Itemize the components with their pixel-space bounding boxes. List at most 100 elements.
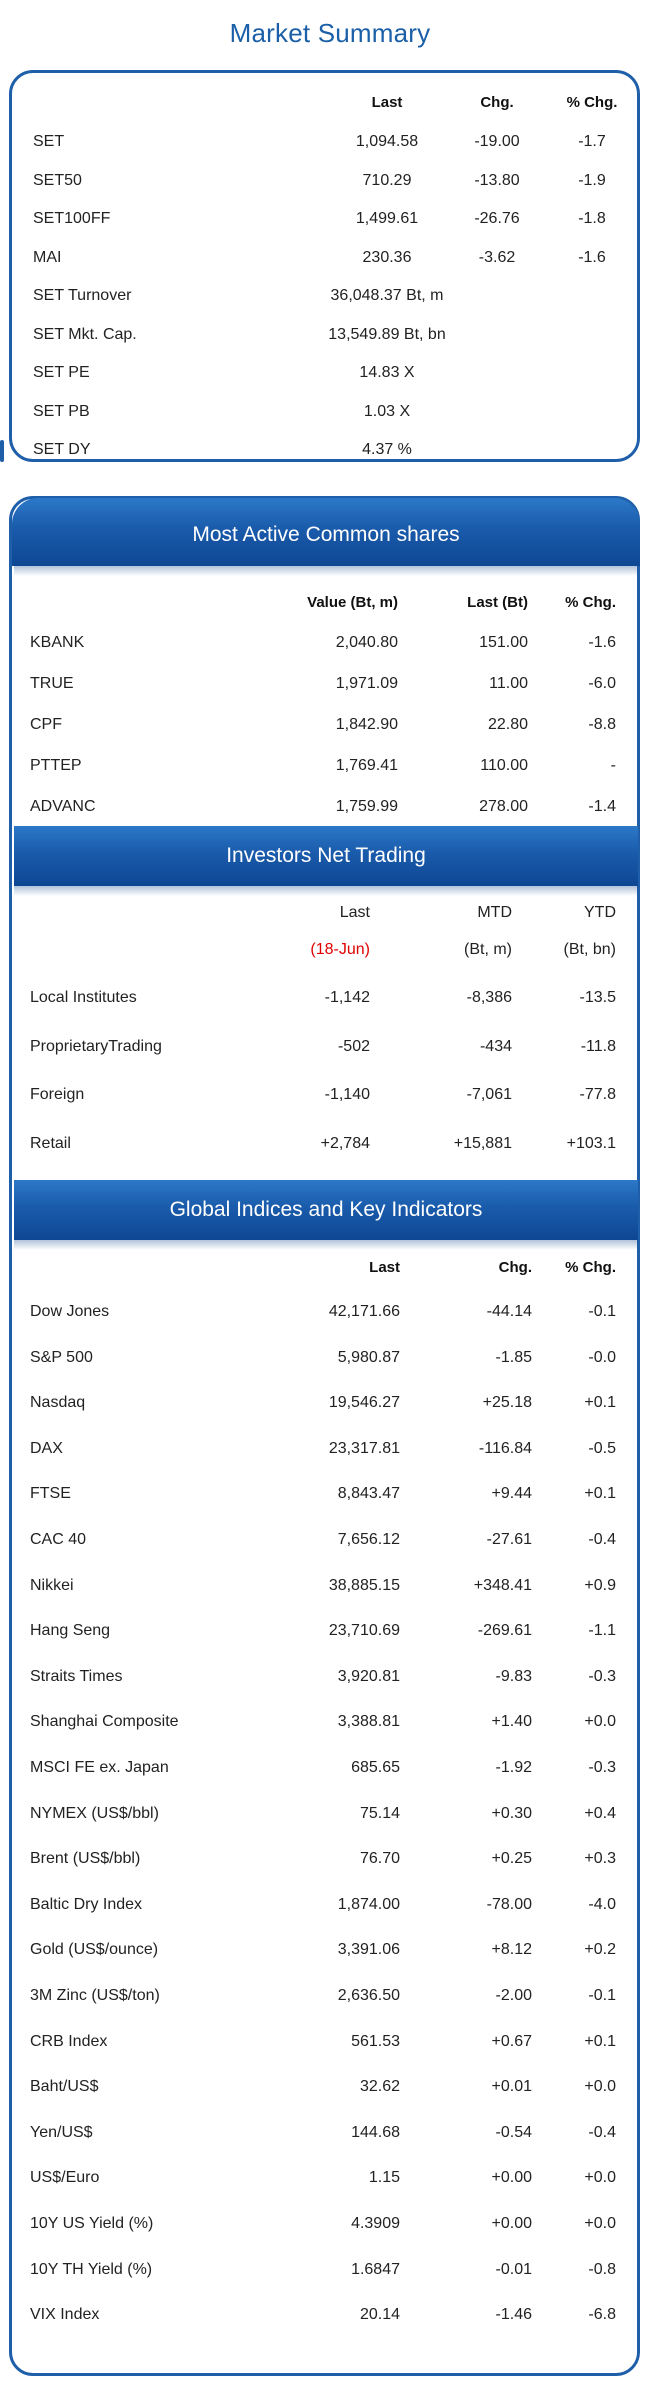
row-indicator: Brent (US$/bbl) [30,1850,141,1868]
row-value: 1,769.41 [335,757,398,774]
global-row: Straits Times 3,920.81 -9.83 -0.3 [0,1662,660,1692]
investors-row: Local Institutes -1,142 -8,386 -13.5 [0,983,660,1013]
investors-row: Retail +2,784 +15,881 +103.1 [0,1129,660,1159]
investors-subheader-row: (18-Jun) (Bt, m) (Bt, bn) [0,935,660,965]
row-label: SET100FF [33,210,111,227]
row-value: 2,040.80 [335,634,398,651]
row-pct-chg: -0.0 [588,1348,616,1366]
global-row: 10Y US Yield (%) 4.3909 +0.00 +0.0 [0,2209,660,2239]
row-mtd: -434 [479,1037,512,1055]
row-symbol: PTTEP [30,757,82,774]
row-indicator: MSCI FE ex. Japan [30,1759,169,1776]
market-summary-row: SET Turnover 36,048.37 Bt, m [12,281,637,311]
most-active-row: TRUE 1,971.09 11.00 -6.0 [0,669,660,699]
header-pct-chg: % Chg. [566,94,618,111]
header-last-bt: Last (Bt) [467,594,528,611]
row-pct-chg: -6.0 [588,675,616,692]
row-chg: +1.40 [491,1713,532,1731]
row-pct-chg: -1.7 [578,133,606,150]
row-indicator: Nasdaq [30,1394,86,1412]
row-chg: +0.00 [491,2169,532,2187]
row-pct-chg: +0.4 [584,1804,616,1822]
row-mtd: -8,386 [466,989,512,1006]
row-chg: +25.18 [482,1394,532,1412]
global-row: Yen/US$ 144.68 -0.54 -0.4 [0,2118,660,2148]
row-chg: -27.61 [486,1531,532,1548]
row-pct-chg: -1.1 [588,1622,616,1640]
row-indicator: Yen/US$ [30,2123,93,2141]
row-last: 2,636.50 [337,1987,400,2004]
global-row: US$/Euro 1.15 +0.00 +0.0 [0,2163,660,2193]
row-chg: +348.41 [473,1576,532,1594]
row-last: 1.15 [368,2169,400,2187]
row-chg: -116.84 [478,1439,532,1457]
row-ytd: -77.8 [579,1086,616,1103]
row-symbol: TRUE [30,675,74,692]
row-symbol: CPF [30,716,62,733]
row-chg: -9.83 [495,1667,532,1685]
row-last: -1,140 [324,1086,370,1103]
row-chg: +0.25 [491,1850,532,1868]
row-chg: -0.01 [495,2260,532,2278]
row-pct-chg: +0.0 [584,2078,616,2096]
row-pct-chg: -0.1 [588,1303,616,1320]
left-edge-accent [0,440,4,462]
row-last: 11.00 [489,675,528,692]
row-pct-chg: -4.0 [588,1895,616,1913]
global-header-row: Last Chg. % Chg. [0,1253,660,1283]
row-indicator: S&P 500 [30,1348,93,1366]
row-indicator: Nikkei [30,1576,74,1594]
row-last: 7,656.12 [337,1531,400,1548]
row-pct-chg: -0.4 [588,1531,616,1548]
row-pct-chg: -0.8 [588,2260,616,2278]
row-last: 38,885.15 [328,1576,400,1594]
row-last: 14.83 X [359,364,415,381]
row-indicator: Straits Times [30,1667,123,1685]
row-investor-type: Local Institutes [30,989,137,1006]
row-last: 4.37 % [362,441,412,458]
row-chg: -26.76 [474,210,520,227]
row-indicator: 3M Zinc (US$/ton) [30,1987,160,2004]
global-indices-band: Global Indices and Key Indicators [14,1180,638,1240]
row-chg: +8.12 [491,1941,532,1959]
row-pct-chg: -0.1 [588,1987,616,2004]
market-summary-row: SET DY 4.37 % [12,435,637,465]
row-last: 76.70 [359,1850,400,1868]
row-label: MAI [33,248,62,266]
row-last: 1,499.61 [355,210,419,227]
row-ytd: -13.5 [579,989,616,1006]
market-summary-header-row: Last Chg. % Chg. [12,88,637,118]
row-indicator: Shanghai Composite [30,1713,179,1731]
row-indicator: 10Y TH Yield (%) [30,2260,153,2278]
header-last: Last [369,1259,400,1276]
row-last: 110.00 [480,757,528,774]
most-active-row: KBANK 2,040.80 151.00 -1.6 [0,628,660,658]
row-last: 230.36 [362,248,412,266]
global-row: Gold (US$/ounce) 3,391.06 +8.12 +0.2 [0,1935,660,1965]
row-indicator: 10Y US Yield (%) [30,2215,154,2232]
row-pct-chg: +0.3 [584,1850,616,1868]
row-last: 1,094.58 [355,133,419,150]
row-pct-chg: -1.6 [588,634,616,651]
investors-header-row: Last MTD YTD [0,898,660,928]
row-symbol: ADVANC [30,798,96,815]
global-row: CRB Index 561.53 +0.67 +0.1 [0,2027,660,2057]
row-chg: -0.54 [495,2123,532,2141]
row-indicator: Baht/US$ [30,2078,99,2096]
global-row: Dow Jones 42,171.66 -44.14 -0.1 [0,1297,660,1327]
row-pct-chg: - [610,757,616,774]
market-summary-row: SET100FF 1,499.61 -26.76 -1.8 [12,204,637,234]
header-mtd-unit: (Bt, m) [464,941,512,958]
row-pct-chg: -0.4 [588,2123,616,2141]
row-mtd: +15,881 [453,1134,512,1152]
row-last: 19,546.27 [328,1394,400,1412]
row-last: 8,843.47 [337,1485,400,1503]
row-investor-type: Foreign [30,1086,85,1103]
row-last: 13,549.89 Bt, bn [328,325,446,343]
row-last: 561.53 [351,2032,400,2050]
header-chg: Chg. [498,1259,532,1276]
row-indicator: Dow Jones [30,1303,110,1320]
global-row: MSCI FE ex. Japan 685.65 -1.92 -0.3 [0,1753,660,1783]
row-pct-chg: +0.0 [584,2169,616,2187]
header-mtd: MTD [477,904,512,921]
